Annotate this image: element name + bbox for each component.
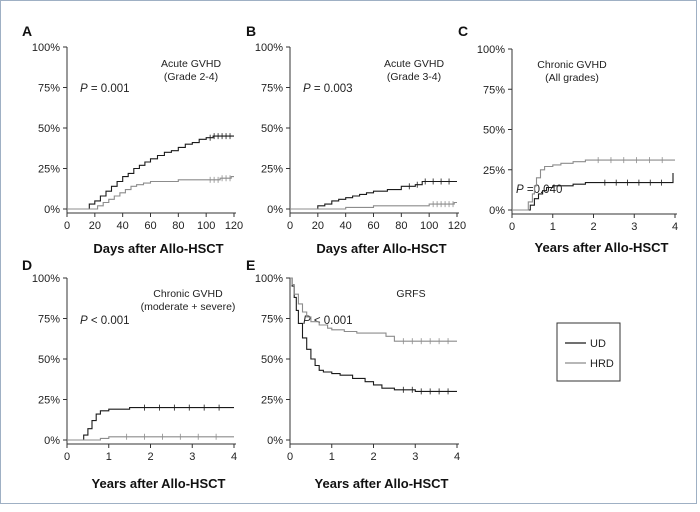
x-tick-label: 2 [370, 451, 376, 463]
y-tick-label: 100% [32, 42, 60, 54]
series-line-ud [290, 277, 457, 392]
y-tick-label: 0% [489, 205, 505, 217]
x-tick-label: 120 [225, 220, 243, 232]
x-tick-label: 20 [89, 220, 101, 232]
legend: UD HRD [556, 322, 621, 382]
x-tick-label: 3 [189, 451, 195, 463]
y-tick-label: 0% [267, 204, 283, 216]
x-axis-label: Years after Allo-HSCT [535, 240, 669, 255]
panel-subtitle: (Grade 3-4) [387, 71, 441, 83]
y-tick-label: 25% [261, 164, 283, 176]
legend-box [556, 322, 621, 382]
x-tick-label: 4 [454, 451, 460, 463]
y-tick-label: 50% [38, 123, 60, 135]
panel-letter: D [22, 257, 32, 273]
series-line-ud [67, 407, 234, 441]
x-tick-label: 100 [420, 220, 438, 232]
x-tick-label: 1 [106, 451, 112, 463]
y-tick-label: 0% [44, 435, 60, 447]
x-tick-label: 3 [412, 451, 418, 463]
p-value: P = 0.001 [80, 83, 130, 95]
y-tick-label: 25% [261, 395, 283, 407]
panel-title: GRFS [396, 288, 425, 300]
x-tick-label: 0 [64, 220, 70, 232]
legend-label-hrd: HRD [590, 358, 614, 370]
panel-e: E 0% 25% 50% 75% 100% 0 1 2 3 4 Years after Allo-HS… [246, 257, 460, 491]
y-tick-label: 75% [38, 314, 60, 326]
x-tick-label: 4 [672, 221, 678, 233]
panel-title: Chronic GVHD [153, 288, 223, 300]
panel-subtitle: (Grade 2-4) [164, 71, 218, 83]
panel-title: Acute GVHD [161, 58, 222, 70]
x-axis-label: Days after Allo-HSCT [316, 241, 446, 256]
x-tick-label: 60 [367, 220, 379, 232]
y-tick-label: 100% [32, 273, 60, 285]
x-tick-label: 0 [287, 451, 293, 463]
panel-subtitle: (All grades) [545, 72, 599, 84]
x-tick-label: 100 [197, 220, 215, 232]
series-line-ud [67, 135, 234, 210]
x-tick-label: 0 [64, 451, 70, 463]
x-tick-label: 40 [340, 220, 352, 232]
p-value: P = 0.003 [303, 83, 353, 95]
x-tick-label: 1 [550, 221, 556, 233]
y-tick-label: 0% [267, 435, 283, 447]
x-tick-label: 2 [147, 451, 153, 463]
x-tick-label: 80 [172, 220, 184, 232]
y-tick-label: 0% [44, 204, 60, 216]
x-axis-label: Years after Allo-HSCT [315, 476, 449, 491]
x-tick-label: 4 [231, 451, 237, 463]
x-tick-label: 80 [395, 220, 407, 232]
y-tick-label: 25% [483, 165, 505, 177]
legend-label-ud: UD [590, 338, 606, 350]
y-tick-label: 50% [261, 354, 283, 366]
x-tick-label: 2 [590, 221, 596, 233]
x-tick-label: 60 [144, 220, 156, 232]
panel-subtitle: (moderate + severe) [141, 301, 236, 313]
series-line-ud [290, 180, 457, 210]
y-tick-label: 75% [261, 83, 283, 95]
y-tick-label: 100% [255, 273, 283, 285]
series-line-ud [512, 173, 674, 211]
x-tick-label: 3 [631, 221, 637, 233]
y-tick-label: 25% [38, 164, 60, 176]
series-line-hrd [512, 159, 675, 211]
y-tick-label: 50% [38, 354, 60, 366]
x-tick-label: 0 [509, 221, 515, 233]
y-tick-label: 75% [483, 84, 505, 96]
panel-letter: C [458, 23, 468, 39]
panel-title: Chronic GVHD [537, 59, 607, 71]
x-tick-label: 40 [117, 220, 129, 232]
p-value: P < 0.001 [80, 315, 130, 327]
panel-letter: B [246, 23, 256, 39]
y-tick-label: 25% [38, 395, 60, 407]
p-value: P < 0.001 [303, 315, 353, 327]
x-tick-label: 0 [287, 220, 293, 232]
y-tick-label: 50% [261, 123, 283, 135]
x-tick-label: 120 [448, 220, 466, 232]
panel-letter: E [246, 257, 255, 273]
y-tick-label: 50% [483, 125, 505, 137]
y-tick-label: 75% [261, 314, 283, 326]
x-tick-label: 1 [329, 451, 335, 463]
x-axis-label: Years after Allo-HSCT [92, 476, 226, 491]
panel-letter: A [22, 23, 32, 39]
y-tick-label: 100% [477, 44, 505, 56]
series-line-hrd [67, 176, 234, 210]
x-tick-label: 20 [312, 220, 324, 232]
panel-d: D 0% 25% 50% 75% 100% 0 1 2 3 4 Years after Allo-HS… [22, 257, 237, 491]
x-axis-label: Days after Allo-HSCT [93, 241, 223, 256]
y-tick-label: 100% [255, 42, 283, 54]
series-line-hrd [290, 277, 457, 342]
y-tick-label: 75% [38, 83, 60, 95]
panel-title: Acute GVHD [384, 58, 445, 70]
series-line-hrd [67, 436, 234, 441]
